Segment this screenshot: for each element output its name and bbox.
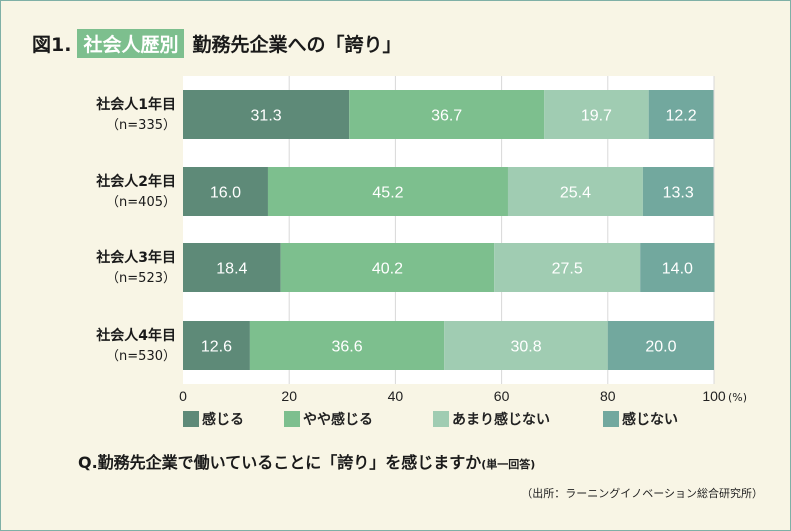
bar-segment (249, 321, 445, 370)
x-tick-label: 0 (179, 388, 187, 404)
legend-label: 感じない (622, 412, 678, 428)
bar-value-label: 13.3 (663, 185, 694, 202)
bar-segment (494, 243, 641, 292)
bar-value-label: 12.6 (201, 339, 232, 356)
legend-item: やや感じる (284, 409, 373, 429)
bar-segment (507, 167, 643, 216)
bar-segment (183, 243, 281, 292)
x-tick-label: 60 (494, 388, 510, 404)
bar-value-label: 18.4 (216, 261, 247, 278)
bar-value-label: 27.5 (552, 261, 583, 278)
sample-size-label: （n=405） (106, 195, 176, 210)
bar-value-label: 40.2 (372, 261, 403, 278)
title-main: 勤務先企業への「誇り」 (192, 34, 402, 56)
question-note: (単一回答) (481, 458, 536, 471)
legend-label: やや感じる (303, 412, 373, 428)
bar-value-label: 36.7 (431, 108, 462, 125)
bar-segment (648, 90, 714, 139)
source-note: （出所：ラーニングイノベーション総合研究所） (521, 487, 763, 500)
bar-segment (280, 243, 495, 292)
bar-segment (544, 90, 649, 139)
bar-value-label: 19.7 (581, 108, 612, 125)
legend-swatch (433, 411, 449, 427)
legend-label: 感じる (202, 412, 244, 428)
bar-segment (444, 321, 608, 370)
sample-size-label: （n=530） (106, 349, 176, 364)
chart-title: 図1. 社会人歴別 勤務先企業への「誇り」 (32, 29, 401, 58)
x-tick-label: 40 (388, 388, 404, 404)
category-label: 社会人3年目 (95, 249, 176, 266)
legend-swatch (284, 411, 300, 427)
bar-segment (640, 243, 715, 292)
bar-segment (183, 167, 268, 216)
legend-label: あまり感じない (452, 412, 550, 428)
title-prefix: 図1. (32, 34, 72, 56)
bar-value-label: 45.2 (372, 185, 403, 202)
bar-value-label: 14.0 (662, 261, 693, 278)
x-tick-label: 20 (281, 388, 297, 404)
question-label: Q.勤務先企業で働いていることに「誇り」を感じますか (78, 453, 482, 472)
bar-segment (349, 90, 545, 139)
question-text: Q.勤務先企業で働いていることに「誇り」を感じますか(単一回答) (78, 449, 535, 473)
bar-value-label: 12.2 (666, 108, 697, 125)
bar-value-label: 20.0 (645, 339, 676, 356)
legend-swatch (603, 411, 619, 427)
bar-value-label: 25.4 (560, 185, 591, 202)
category-label: 社会人4年目 (95, 327, 176, 344)
category-label: 社会人1年目 (95, 96, 176, 113)
sample-size-label: （n=523） (106, 271, 176, 286)
bar-segment (607, 321, 714, 370)
bar-segment (267, 167, 508, 216)
sample-size-label: （n=335） (106, 118, 176, 133)
legend-item: 感じる (183, 409, 244, 429)
legend-swatch (183, 411, 199, 427)
bar-value-label: 36.6 (332, 339, 363, 356)
category-label: 社会人2年目 (95, 173, 176, 190)
bar-value-label: 30.8 (510, 339, 541, 356)
legend-item: 感じない (603, 409, 678, 429)
x-unit-label: (%) (728, 391, 747, 404)
bar-value-label: 31.3 (251, 108, 282, 125)
x-tick-label: 100 (702, 388, 726, 404)
bar-segment (642, 167, 714, 216)
title-highlight: 社会人歴別 (77, 29, 185, 58)
bar-segment (183, 321, 250, 370)
legend-item: あまり感じない (433, 409, 550, 429)
bar-value-label: 16.0 (210, 185, 241, 202)
x-tick-label: 80 (600, 388, 616, 404)
bar-segment (183, 90, 350, 139)
